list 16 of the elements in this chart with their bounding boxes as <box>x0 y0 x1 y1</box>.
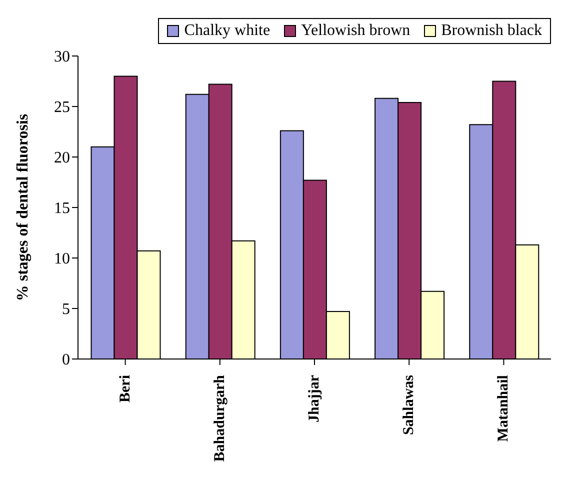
legend-label: Chalky white <box>183 22 270 40</box>
y-tick-label: 20 <box>54 150 70 167</box>
legend-label: Yellowish brown <box>300 22 410 40</box>
y-axis-title: % stages of dental fluorosis <box>14 114 32 302</box>
y-tick-label: 15 <box>54 200 70 218</box>
y-tick-label: 25 <box>54 99 70 116</box>
x-tick-label: Bahadurgarh <box>212 374 228 462</box>
x-tick-label: Jhajjar <box>306 374 322 422</box>
y-tick-label: 30 <box>54 48 70 66</box>
y-tick-label: 10 <box>54 250 70 268</box>
y-tick-label: 5 <box>62 301 70 318</box>
y-tick-label: 0 <box>62 352 70 369</box>
x-tick-label: Matanhail <box>496 375 512 442</box>
x-tick-label: Sahlawas <box>401 374 418 436</box>
legend-label: Brownish black <box>440 22 542 40</box>
x-tick-label: Beri <box>117 375 134 402</box>
